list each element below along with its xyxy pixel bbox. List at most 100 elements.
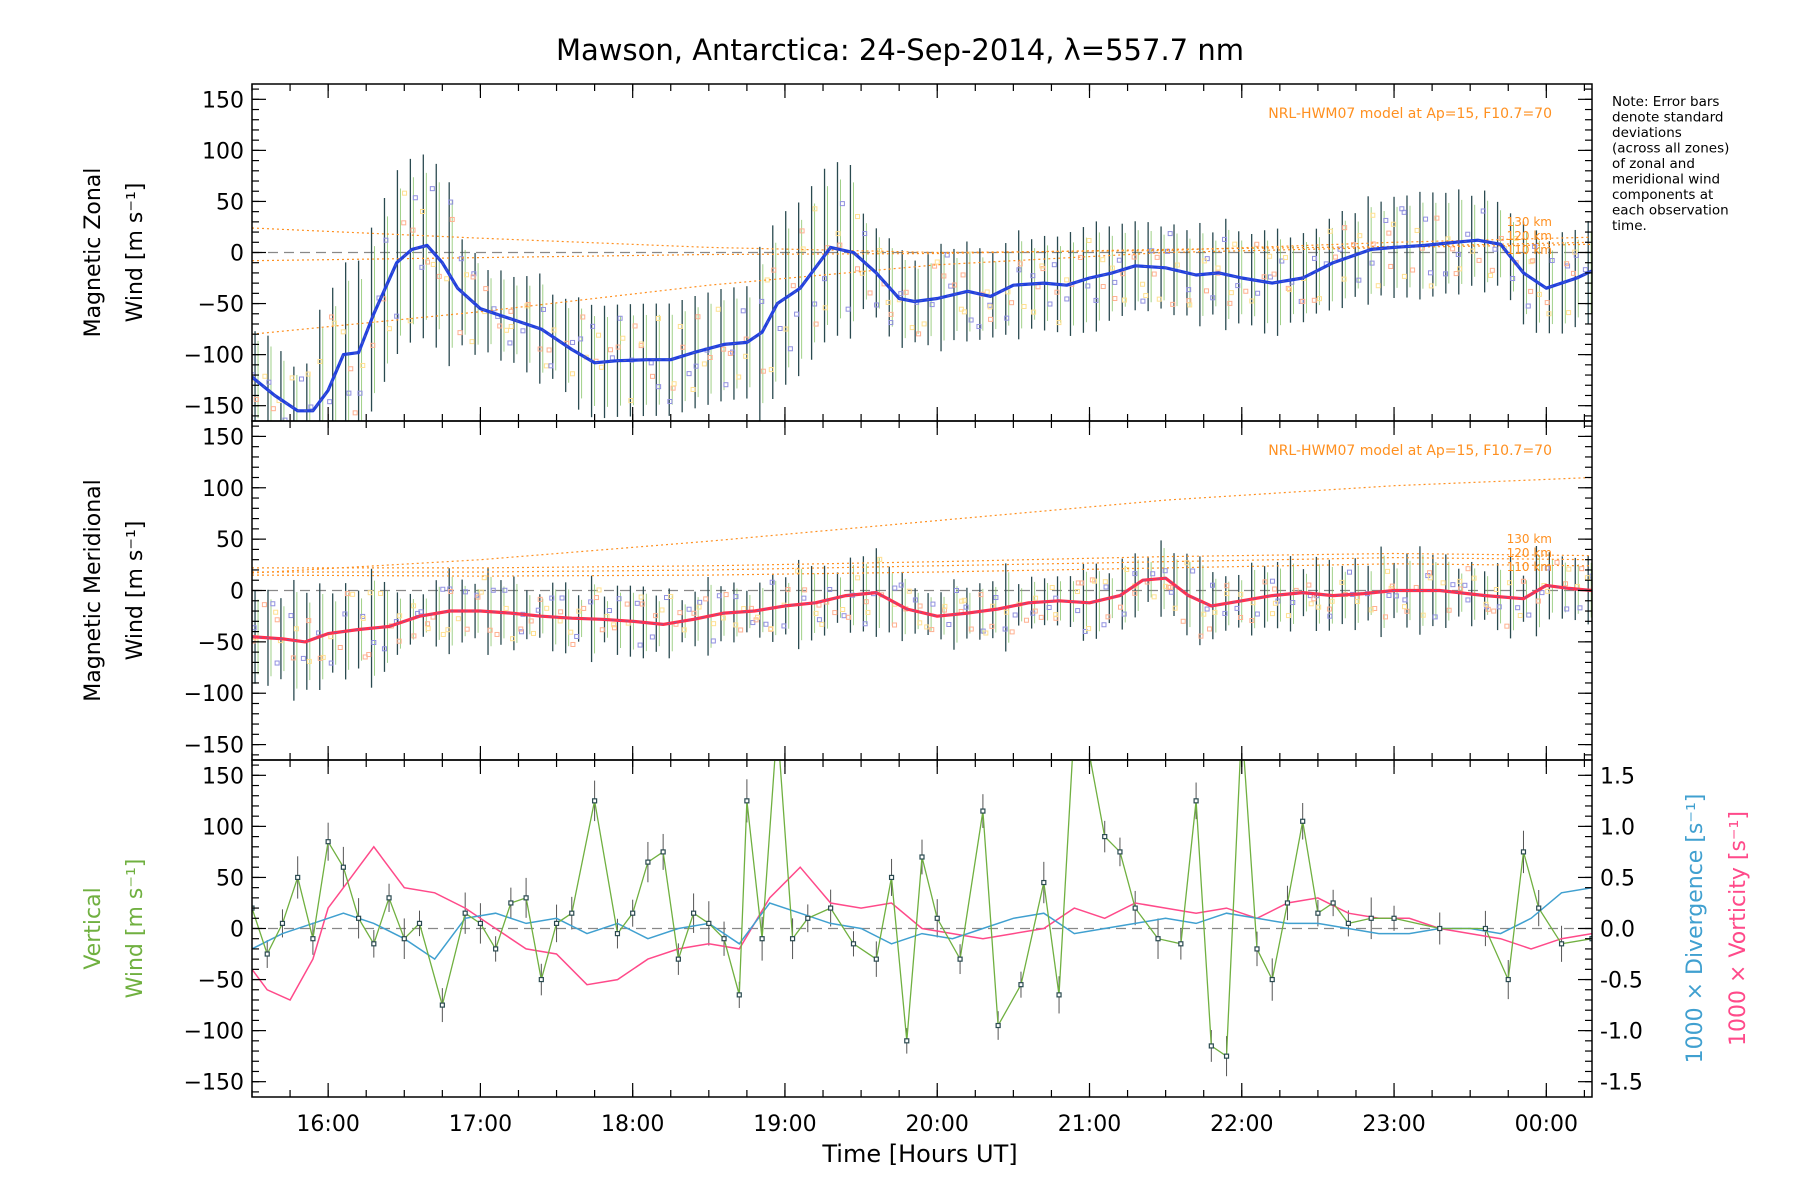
zone-point [1564,261,1570,267]
zone-point [1489,267,1495,273]
plot-area [252,760,1592,1077]
vertical-point [1018,982,1024,988]
zone-point [1480,208,1486,214]
zone-point [611,625,617,631]
zone-point [638,341,644,347]
zone-point [650,373,656,379]
zone-point [1423,216,1429,222]
vertical-point [690,910,697,916]
vertical-point [721,936,727,942]
zone-point [1544,565,1550,571]
zone-point [759,298,765,304]
y-label-line1: Vertical [81,887,106,969]
zone-point [1432,614,1438,620]
vertical-point [1056,992,1062,998]
zone-point [1517,612,1523,618]
zone-point [1279,258,1285,264]
vertical-point [264,951,270,957]
zone-point [1262,579,1268,585]
note-line: components at [1612,187,1713,203]
zone-point [1228,290,1234,296]
zone-point [1064,277,1070,283]
zone-point [570,339,576,345]
zone-point [491,306,497,312]
vertical-point [508,900,514,906]
zone-point [1390,221,1396,227]
x-tick-label: 18:00 [601,1112,664,1137]
zone-point [771,267,777,273]
zone-point [588,599,594,605]
zone-point [1402,597,1408,603]
zone-point [736,374,742,380]
zone-point [559,595,565,601]
y-tick-label: 0 [230,242,244,267]
y-tick-label: −100 [184,344,244,369]
zone-point [686,371,692,377]
zone-point [632,323,638,329]
vertical-point [888,874,895,881]
zone-point [898,291,904,297]
vertical-point [1368,915,1374,921]
model-curve [252,563,1592,577]
zone-point [840,607,846,613]
zone-point [892,585,898,591]
x-tick-label: 20:00 [906,1112,969,1137]
zone-point [1462,582,1468,588]
zone-point [1250,600,1256,606]
zone-point [968,317,974,323]
zone-point [1566,566,1572,572]
zone-point [303,425,307,429]
zone-point [760,368,766,374]
zone-point [1285,285,1291,291]
model-curve [252,227,1592,254]
zone-point [755,614,761,620]
zone-point [743,353,749,359]
y-tick-label: 50 [216,866,244,891]
zone-point [590,323,596,329]
vertical-point [477,920,484,926]
zone-point [1167,231,1173,237]
zone-point [1471,575,1477,581]
zone-point [448,199,454,205]
zone-point [1434,215,1440,221]
y2-label-vorticity: 1000 × Vorticity [s⁻¹] [1726,811,1751,1046]
zone-point [733,622,739,628]
vertical-point [645,859,651,865]
zone-point [707,355,713,361]
zone-point [425,626,431,632]
zone-point [668,593,674,599]
zone-point [410,227,416,233]
zone-point [440,631,446,637]
zone-point [1563,581,1569,587]
zone-point [1525,303,1531,309]
zone-point [337,644,343,650]
zone-point [1150,571,1156,577]
zone-point [609,355,615,361]
zone-point [1427,270,1433,276]
zone-point [1401,209,1407,215]
zone-point [502,587,508,593]
zone-point [1143,293,1149,299]
note-line: of zonal and [1612,156,1695,172]
zone-point [1031,309,1037,315]
zone-point [530,630,536,636]
vertical-point [371,941,377,947]
zone-point [537,346,543,352]
zone-point [273,609,279,615]
note-line: (across all zones) [1612,141,1729,157]
zone-point [1544,300,1550,306]
zone-point [750,620,756,626]
zone-point [1267,274,1273,280]
vertical-point [957,956,963,962]
vertical-point [1041,879,1047,886]
zone-point [1269,611,1275,617]
zonal-wind-line-inner [252,239,1592,412]
zone-point [360,362,366,368]
zone-point [929,302,935,308]
zone-point [478,589,484,595]
zone-point [813,610,819,616]
model-label: NRL-HWM07 model at Ap=15, F10.7=70 [1268,443,1552,459]
zone-point [1054,289,1060,295]
zone-point [827,587,833,593]
zone-point [733,594,739,600]
